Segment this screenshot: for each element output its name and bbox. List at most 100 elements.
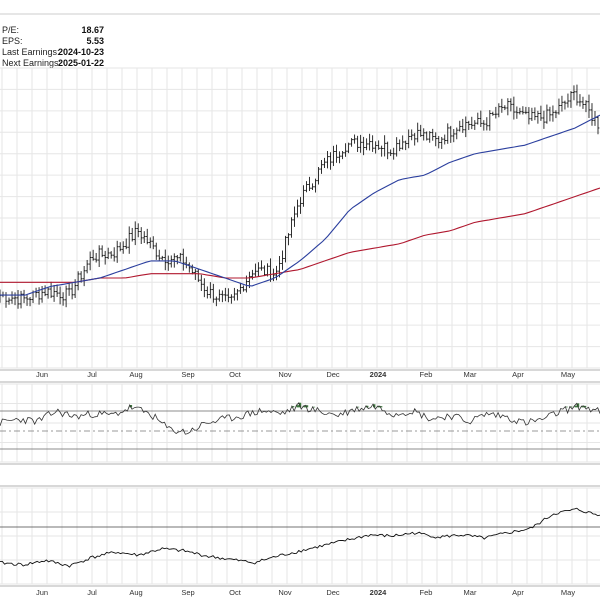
ohlc-bar [320,159,323,174]
ohlc-bar [509,98,513,112]
ohlc-bar [470,116,474,130]
ohlc-bar [82,266,86,287]
ohlc-bar [299,197,302,214]
ohlc-bar [527,107,531,125]
ohlc-bar [49,281,53,299]
ohlc-bar [103,250,107,265]
month-label: Oct [229,370,242,379]
ohlc-bar [497,103,501,118]
ohlc-bar [350,138,353,147]
ohlc-bar [371,135,375,152]
ohlc-bar [467,120,471,131]
ohlc-bar [154,242,158,260]
ohlc-bar [58,286,62,305]
ohlc-bar [142,231,146,244]
month-label: May [561,370,575,379]
ohlc-bar [590,103,594,126]
ohlc-bar [560,95,564,112]
ohlc-bar [374,141,378,154]
ohlc-bar [281,250,284,270]
month-label: Jun [36,588,48,597]
ohlc-bar [61,292,65,306]
ohlc-bar [211,283,215,303]
ohlc-bar [578,94,582,107]
month-label: Jul [87,370,97,379]
ohlc-bar [554,110,558,119]
ohlc-bar [136,223,140,238]
ohlc-bar [353,134,356,144]
ohlc-bar [115,240,119,263]
ohlc-bar [383,135,387,157]
ohlc-bar [425,131,429,141]
month-label: Apr [512,370,524,379]
ohlc-bar [184,256,188,269]
ohlc-bar [278,256,281,278]
ohlc-bar [488,110,492,131]
ohlc-bar [455,127,459,140]
ohlc-bar [127,226,131,254]
price-month-labels: Jun Jul Aug Sep Oct Nov Dec 2024 Feb Mar Apr May [36,370,575,379]
rsi-line [0,402,600,435]
ohlc-bar [392,147,396,160]
month-label: Nov [278,370,292,379]
ohlc-bar [284,235,287,263]
obv-month-labels: Jun Jul Aug Sep Oct Nov Dec 2024 Feb Mar Apr May [36,588,575,597]
ohlc-bar [254,263,257,277]
ohlc-bar [163,249,167,271]
ohlc-bar [175,254,179,265]
ohlc-bar [362,136,366,156]
sma-50-line [0,114,600,296]
ohlc-bar [205,286,209,299]
ohlc-bar [413,132,417,146]
month-label: 2024 [370,370,388,379]
ohlc-bar [377,140,381,150]
ohlc-bar [70,283,74,300]
ohlc-bar [548,106,552,122]
ohlc-bar [500,98,504,113]
ohlc-bar [235,289,239,301]
ohlc-bar [389,149,393,157]
ohlc-bar [124,238,128,250]
ohlc-bar [239,282,242,294]
last-earnings-value: 2024-10-23 [58,47,104,57]
ohlc-bar [22,289,26,304]
ohlc-bar [344,143,347,157]
ohlc-bar [563,100,567,110]
ohlc-bar [404,140,408,151]
ohlc-bar [311,183,314,190]
ohlc-bar [596,115,600,135]
ohlc-bar [305,181,308,193]
ohlc-bar [452,129,456,143]
ohlc-bar [347,142,350,154]
ohlc-bar [242,285,245,292]
ohlc-bar [130,227,134,242]
ohlc-bar [16,290,20,309]
ohlc-bar [94,252,98,263]
ohlc-bar [109,251,113,259]
ohlc-bar [395,137,399,157]
ohlc-bar [482,120,486,131]
ohlc-bar [419,124,423,137]
ohlc-bar [46,287,50,299]
ohlc-bar [431,128,435,141]
ohlc-bar [67,282,71,296]
ohlc-bar [518,107,522,115]
ohlc-bar [76,271,80,291]
ohlc-bar [106,247,110,260]
ohlc-bar [356,135,359,152]
ohlc-bar [533,107,537,121]
ohlc-bar [401,135,405,150]
ohlc-bar [257,262,260,277]
ohlc-bar [368,133,372,151]
ohlc-bar [449,125,453,143]
month-label: 2024 [370,588,388,597]
ohlc-bar [220,290,224,303]
ohlc-bar [97,245,101,267]
ohlc-bar [446,123,450,144]
ohlc-bar [587,94,591,119]
ohlc-bar [112,247,116,262]
month-label: Dec [326,370,340,379]
ohlc-bar [569,91,573,108]
month-label: Jun [36,370,48,379]
ohlc-bar [473,120,477,130]
